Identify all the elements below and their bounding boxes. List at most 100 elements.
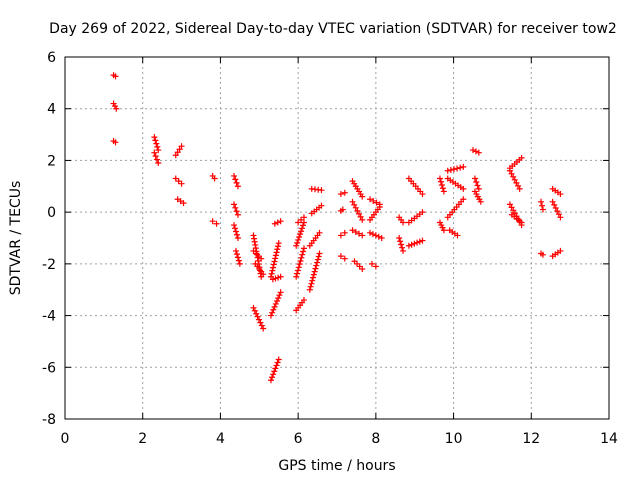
- data-point: [251, 307, 258, 314]
- data-point: [440, 188, 447, 195]
- data-point: [554, 208, 561, 215]
- data-point: [367, 229, 374, 236]
- data-point: [472, 148, 479, 155]
- data-point: [341, 229, 348, 236]
- data-point: [437, 178, 444, 185]
- data-point: [352, 228, 359, 235]
- data-point: [257, 319, 264, 326]
- data-point: [351, 201, 358, 208]
- data-point: [359, 216, 366, 223]
- data-point: [153, 140, 160, 147]
- data-point: [269, 374, 276, 381]
- data-point: [232, 176, 239, 183]
- data-point: [400, 247, 407, 254]
- data-point: [341, 189, 348, 196]
- data-point: [294, 270, 301, 277]
- data-point: [316, 229, 323, 236]
- data-point: [538, 202, 545, 209]
- data-point: [112, 139, 119, 146]
- data-point: [555, 211, 562, 218]
- data-point: [293, 242, 300, 249]
- data-point: [357, 213, 364, 220]
- data-point: [341, 255, 348, 262]
- data-point: [473, 178, 480, 185]
- data-point: [232, 247, 239, 254]
- data-point: [234, 235, 241, 241]
- data-point: [354, 207, 361, 214]
- data-point: [213, 220, 220, 227]
- data-point: [368, 260, 375, 267]
- data-point: [538, 198, 544, 205]
- data-point: [438, 181, 445, 188]
- data-point: [296, 234, 303, 241]
- data-point: [250, 304, 257, 311]
- x-tick-label: 10: [445, 431, 463, 447]
- data-point: [235, 257, 242, 264]
- data-point: [372, 263, 379, 270]
- data-point: [269, 309, 276, 316]
- data-point: [510, 173, 517, 180]
- data-point: [518, 154, 525, 161]
- data-point: [440, 227, 447, 234]
- data-point: [419, 237, 426, 244]
- data-point: [275, 356, 282, 363]
- data-point: [297, 257, 304, 264]
- data-point: [300, 245, 307, 252]
- data-point: [299, 251, 306, 258]
- data-point: [314, 259, 321, 266]
- data-point: [113, 105, 120, 112]
- data-point: [233, 208, 240, 215]
- data-point: [276, 292, 283, 299]
- data-point: [557, 214, 564, 221]
- data-point: [475, 149, 482, 156]
- data-point: [233, 231, 240, 238]
- data-point: [450, 166, 457, 173]
- data-point: [436, 175, 443, 182]
- data-point: [273, 249, 280, 256]
- data-point: [178, 143, 185, 150]
- data-point: [271, 258, 278, 265]
- data-point: [270, 371, 277, 378]
- data-point: [369, 231, 376, 238]
- data-point: [297, 231, 304, 238]
- data-point: [272, 365, 279, 372]
- data-point: [154, 143, 161, 150]
- data-point: [231, 201, 238, 208]
- data-point: [513, 179, 520, 186]
- data-point: [277, 218, 284, 225]
- data-point: [296, 261, 303, 268]
- data-point: [174, 149, 181, 156]
- data-point: [236, 260, 243, 267]
- data-point: [260, 271, 267, 278]
- data-point: [551, 201, 558, 208]
- y-tick-label: -8: [42, 412, 56, 428]
- data-point: [375, 233, 382, 240]
- data-point: [373, 199, 380, 206]
- data-point: [539, 251, 546, 258]
- data-point: [294, 267, 301, 274]
- data-point: [549, 198, 556, 205]
- data-point: [508, 170, 515, 177]
- data-point: [300, 222, 306, 229]
- data-point: [378, 235, 385, 241]
- data-point: [271, 303, 278, 310]
- data-point: [231, 172, 238, 179]
- data-point: [153, 156, 160, 163]
- data-point: [552, 205, 559, 212]
- data-point: [295, 236, 302, 243]
- x-tick-label: 12: [522, 431, 540, 447]
- data-point: [460, 163, 467, 170]
- data-point: [318, 187, 325, 194]
- data-point: [376, 203, 383, 210]
- data-point: [352, 204, 359, 211]
- data-point: [318, 202, 325, 209]
- data-point: [272, 300, 279, 307]
- data-point: [172, 152, 179, 159]
- data-point: [254, 313, 261, 320]
- data-point: [557, 191, 564, 198]
- data-point: [277, 273, 284, 280]
- data-point: [270, 264, 277, 271]
- data-point: [356, 210, 363, 217]
